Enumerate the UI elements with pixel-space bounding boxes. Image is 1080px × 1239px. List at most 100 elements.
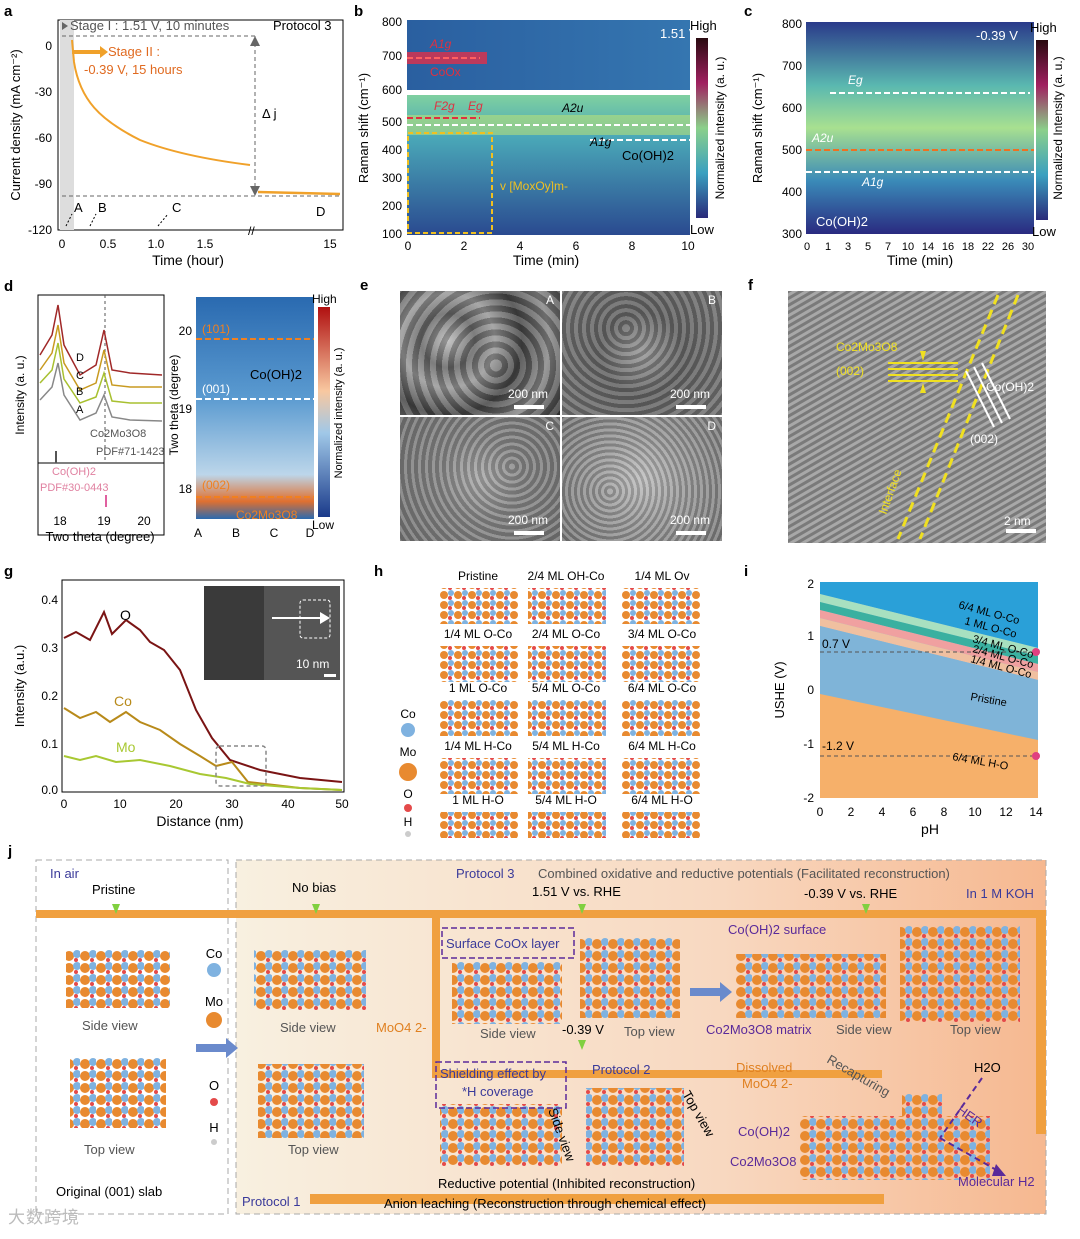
d-curve-label: C bbox=[76, 370, 84, 382]
i-line1: 0.7 V bbox=[822, 637, 850, 651]
sem-letter: C bbox=[545, 419, 554, 433]
b-ytick: 500 bbox=[382, 115, 402, 129]
panel-i: i 0.7 V -1.2 V 6/4 ML O-Co 1 ML O-Co 3/4… bbox=[740, 560, 1080, 845]
b-coox: CoOx bbox=[430, 65, 461, 79]
c-xtick: 14 bbox=[922, 241, 934, 253]
b-f2g: F2g bbox=[434, 99, 455, 113]
h-label: 1/4 ML Ov bbox=[635, 569, 690, 583]
c-xtick: 16 bbox=[942, 241, 954, 253]
c-cbar-label: Normalized Intensity (a. u.) bbox=[1051, 56, 1065, 199]
g-ytick: 0.4 bbox=[41, 593, 58, 607]
right-arrow-icon bbox=[196, 1038, 238, 1058]
sem-scale: 200 nm bbox=[507, 387, 548, 401]
g-xtick: 10 bbox=[113, 797, 127, 811]
a-ytick: -60 bbox=[35, 131, 53, 145]
i-ytick: 0 bbox=[807, 683, 814, 697]
c-xtick: 3 bbox=[845, 241, 851, 253]
j-top-view: Top view bbox=[288, 1142, 339, 1157]
panel-f: f Co2Mo3O8 (002) Co(OH)2 (002) Interface… bbox=[748, 275, 1080, 555]
c-xtick: 18 bbox=[962, 241, 974, 253]
g-xtick: 20 bbox=[169, 797, 183, 811]
panel-letter-g: g bbox=[4, 563, 13, 580]
b-a2u: A2u bbox=[561, 101, 584, 115]
d-ref1: Co2Mo3O8 bbox=[90, 428, 146, 440]
sem-letter: A bbox=[545, 293, 554, 307]
b-xtick: 0 bbox=[405, 239, 412, 253]
sem-tile-a: A 200 nm bbox=[400, 291, 560, 415]
j-moo4: MoO4 2- bbox=[376, 1020, 427, 1035]
scale-bar bbox=[514, 531, 544, 535]
g-ylabel: Intensity (a.u.) bbox=[12, 645, 27, 727]
i-xlabel: pH bbox=[921, 821, 939, 837]
j-anion: Anion leaching (Reconstruction through c… bbox=[384, 1196, 706, 1211]
watermark: 大数跨境 bbox=[8, 1208, 80, 1228]
b-eg: Eg bbox=[468, 99, 483, 113]
j-legend: Co bbox=[206, 946, 223, 961]
j-no-bias: No bias bbox=[292, 880, 337, 895]
sem-scale: 200 nm bbox=[669, 513, 710, 527]
h-label: 1/4 ML H-Co bbox=[444, 739, 512, 753]
a-marker: B bbox=[98, 200, 107, 215]
d-cooh: Co(OH)2 bbox=[250, 367, 302, 382]
a-marker: C bbox=[172, 200, 181, 215]
j-side-view: Side view bbox=[836, 1022, 892, 1037]
j-legend: Mo bbox=[205, 994, 223, 1009]
d-l001: (001) bbox=[202, 382, 230, 396]
b-ylabel: Raman shift (cm⁻¹) bbox=[356, 73, 371, 183]
b-ytick: 600 bbox=[382, 83, 402, 97]
d-cbar-high: High bbox=[312, 292, 337, 306]
f-label3: Co(OH)2 bbox=[986, 380, 1034, 394]
a-stage2-l2: -0.39 V, 15 hours bbox=[84, 62, 183, 77]
c-xtick: 26 bbox=[1002, 241, 1014, 253]
mo-atom-icon bbox=[399, 763, 417, 781]
h-label: 3/4 ML O-Co bbox=[628, 627, 697, 641]
d-curve-label: A bbox=[76, 404, 84, 416]
h-label: 2/4 ML OH-Co bbox=[528, 569, 605, 583]
d-xtick: 19 bbox=[97, 514, 111, 528]
panel-h: h Pristine 2/4 ML OH-Co 1/4 ML Ov 1/4 ML… bbox=[370, 560, 720, 840]
o-atom-icon bbox=[210, 1098, 218, 1106]
down-arrow-icon bbox=[578, 1040, 586, 1050]
j-original: Original (001) slab bbox=[56, 1184, 162, 1199]
h-legend: H bbox=[404, 815, 413, 829]
d-ytick-right: 20 bbox=[179, 324, 193, 338]
j-v039-short: -0.39 V bbox=[562, 1022, 604, 1037]
a-xlabel: Time (hour) bbox=[152, 252, 224, 268]
a-ytick: 0 bbox=[45, 39, 52, 53]
c-xtick: 30 bbox=[1022, 241, 1034, 253]
g-xtick: 30 bbox=[225, 797, 239, 811]
j-top-view: Top view bbox=[950, 1022, 1001, 1037]
scale-bar bbox=[514, 405, 544, 409]
b-cooh: Co(OH)2 bbox=[622, 148, 674, 163]
scale-bar bbox=[676, 531, 706, 535]
c-ylabel: Raman shift (cm⁻¹) bbox=[750, 73, 765, 183]
a-marker: A bbox=[74, 200, 83, 215]
panel-d: d D C B A Co2Mo3O8 PDF#71-1423 Co(OH)2 P… bbox=[0, 275, 350, 555]
j-combined: Combined oxidative and reductive potenti… bbox=[538, 866, 950, 881]
g-xtick: 0 bbox=[61, 797, 68, 811]
b-xtick: 6 bbox=[573, 239, 580, 253]
g-ytick: 0.1 bbox=[41, 737, 58, 751]
panel-letter-j: j bbox=[7, 843, 12, 860]
panel-letter-i: i bbox=[744, 563, 748, 580]
j-top-view: Top view bbox=[624, 1024, 675, 1039]
i-ytick: 1 bbox=[807, 629, 814, 643]
panel-a-chart: a 0 -30 -60 -90 -120 0 0.5 1.0 1.5 15 Ti… bbox=[4, 3, 344, 268]
d-ylabel-right: Two theta (degree) bbox=[167, 355, 181, 456]
j-pristine: Pristine bbox=[92, 882, 135, 897]
h-label: 5/4 ML H-O bbox=[535, 793, 597, 807]
d-ytick-right: 18 bbox=[179, 482, 193, 496]
f-scale: 2 nm bbox=[1004, 514, 1031, 528]
c-xtick: 7 bbox=[885, 241, 891, 253]
i-xtick: 10 bbox=[968, 805, 982, 819]
b-voltage: 1.51 V bbox=[660, 26, 698, 41]
i-xtick: 4 bbox=[879, 805, 886, 819]
mo-atom-icon bbox=[206, 1012, 222, 1028]
h-label: 2/4 ML O-Co bbox=[532, 627, 601, 641]
d-l101: (101) bbox=[202, 322, 230, 336]
d-xtick-right: A bbox=[194, 526, 202, 540]
a-stage1: Stage I : 1.51 V, 10 minutes bbox=[70, 18, 230, 33]
d-xtick-right: C bbox=[270, 526, 279, 540]
a-xtick: 15 bbox=[323, 237, 337, 251]
h-label: 1/4 ML O-Co bbox=[444, 627, 513, 641]
